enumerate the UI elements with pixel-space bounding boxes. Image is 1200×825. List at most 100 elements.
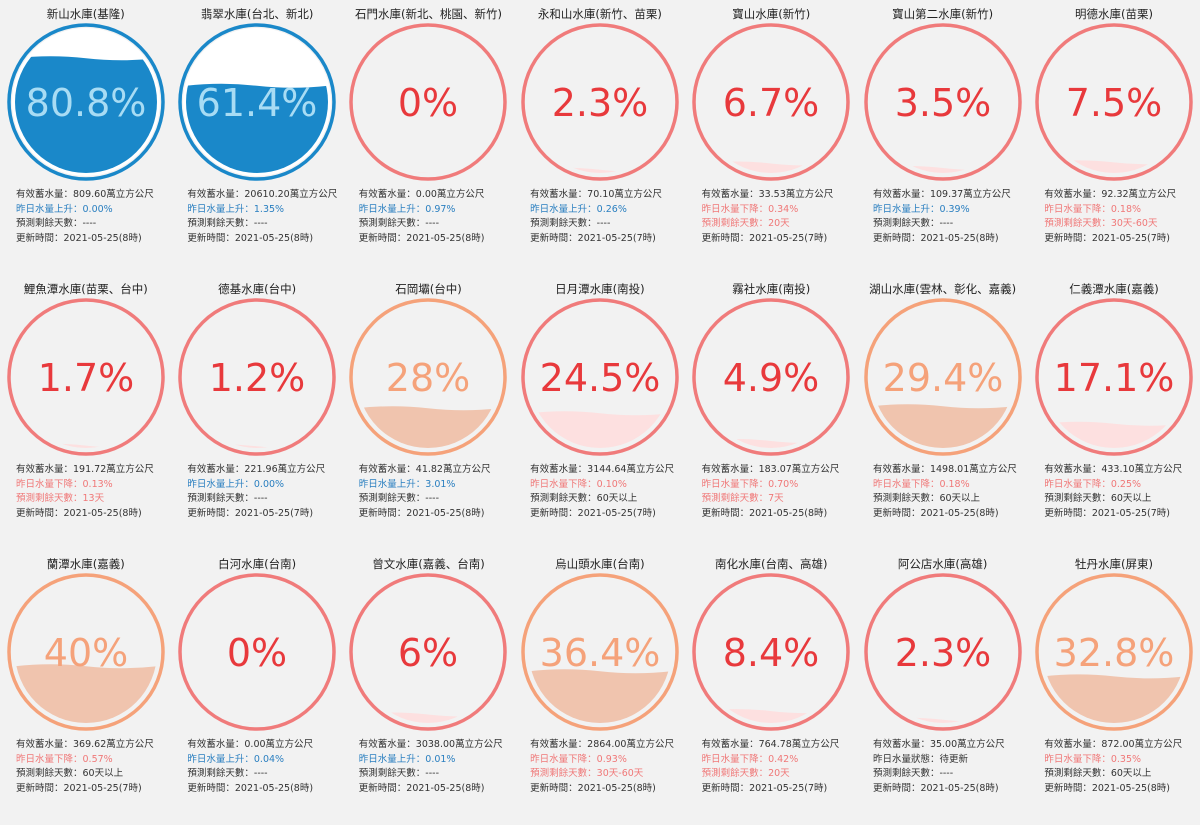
info-line: 有效蓄水量：70.10萬立方公尺 <box>530 189 662 200</box>
water-level <box>871 717 1014 723</box>
info-line: 預測剩餘天數：---- <box>530 218 611 229</box>
gauge-ring <box>863 298 1022 456</box>
level-label: 6.7% <box>723 81 820 125</box>
info-line: 預測剩餘天數：20天 <box>701 218 790 229</box>
reservoir-info: 有效蓄水量：3038.00萬立方公尺 昨日水量上升：0.01% 預測剩餘天數：---… <box>343 738 509 796</box>
gauge: 2.3% <box>863 573 1022 731</box>
reservoir-name: 永和山水庫(新竹、苗栗) <box>537 7 662 21</box>
level-label: 4.9% <box>723 356 820 400</box>
level-label: 24.5% <box>540 356 661 400</box>
gauge: 28% <box>349 298 508 456</box>
level-label: 3.5% <box>894 81 991 125</box>
reservoir-info: 有效蓄水量：809.60萬立方公尺 昨日水量上升：0.00% 預測剩餘天數：----… <box>0 188 166 246</box>
reservoir-info: 有效蓄水量：221.96萬立方公尺 昨日水量上升：0.00% 預測剩餘天數：----… <box>171 463 337 521</box>
info-line: 有效蓄水量：183.07萬立方公尺 <box>701 464 840 475</box>
info-line: 有效蓄水量：1498.01萬立方公尺 <box>872 464 1017 475</box>
reservoir-card: 湖山水庫(雲林、彰化、嘉義) 29.4% 有效蓄水量：1498.01萬立方公尺 昨日水… <box>857 275 1028 550</box>
info-line: 有效蓄水量：33.53萬立方公尺 <box>701 189 834 200</box>
reservoir-name: 南化水庫(台南、高雄) <box>715 557 828 571</box>
reservoir-info: 有效蓄水量：92.32萬立方公尺 昨日水量下降：0.18% 預測剩餘天數：30天-6… <box>1028 188 1194 246</box>
gauge-ring <box>521 298 679 456</box>
reservoir-info: 有效蓄水量：433.10萬立方公尺 昨日水量下降：0.25% 預測剩餘天數：60天以… <box>1028 463 1194 521</box>
reservoir-card: 牡丹水庫(屏東) 32.8% 有效蓄水量：872.00萬立方公尺 昨日水量下降：0.3… <box>1028 550 1199 825</box>
info-line: 有效蓄水量：35.00萬立方公尺 <box>872 739 1005 750</box>
reservoir-name: 明德水庫(苗栗) <box>1075 7 1154 21</box>
reservoir-info: 有效蓄水量：2864.00萬立方公尺 昨日水量下降：0.93% 預測剩餘天數：30天… <box>514 738 680 796</box>
info-line: 昨日水量上升：0.97% <box>358 203 456 215</box>
reservoir-name: 新山水庫(基隆) <box>46 7 125 21</box>
gauge-ring <box>6 23 165 181</box>
info-line: 有效蓄水量：433.10萬立方公尺 <box>1044 464 1183 475</box>
level-label: 36.4% <box>540 631 661 675</box>
info-line: 有效蓄水量：191.72萬立方公尺 <box>16 464 154 475</box>
info-line: 更新時間：2021-05-25(8時) <box>358 232 485 244</box>
level-label: 8.4% <box>723 631 820 675</box>
reservoir-card: 寶山第二水庫(新竹) 3.5% 有效蓄水量：109.37萬立方公尺 昨日水量上升：0.… <box>857 0 1028 275</box>
reservoir-card: 霧社水庫(南投) 4.9% 有效蓄水量：183.07萬立方公尺 昨日水量下降：0.70… <box>686 275 857 550</box>
info-line: 更新時間：2021-05-25(7時) <box>187 507 314 519</box>
info-line: 更新時間：2021-05-25(8時) <box>530 782 656 794</box>
info-line: 更新時間：2021-05-25(7時) <box>16 782 142 794</box>
gauge-ring <box>349 573 508 731</box>
info-line: 更新時間：2021-05-25(8時) <box>187 232 314 244</box>
info-line: 預測剩餘天數：7天 <box>701 493 784 504</box>
water-level <box>14 56 157 173</box>
info-line: 有效蓄水量：369.62萬立方公尺 <box>16 739 154 750</box>
reservoir-card: 石岡壩(台中) 28% 有效蓄水量：41.82萬立方公尺 昨日水量上升：3.01% 預測… <box>343 275 514 550</box>
reservoir-name: 阿公店水庫(高雄) <box>897 557 988 571</box>
reservoir-card: 日月潭水庫(南投) 24.5% 有效蓄水量：3144.64萬立方公尺 昨日水量下降：0… <box>514 275 685 550</box>
info-line: 有效蓄水量：41.82萬立方公尺 <box>358 464 491 475</box>
gauge-ring <box>863 573 1022 731</box>
info-line: 昨日水量下降：0.42% <box>701 753 799 765</box>
gauge: 29.4% <box>863 298 1022 456</box>
reservoir-name: 曾文水庫(嘉義、台南) <box>372 557 485 571</box>
info-line: 更新時間：2021-05-25(8時) <box>872 782 999 794</box>
info-line: 有效蓄水量：0.00萬立方公尺 <box>358 189 485 200</box>
water-level <box>700 161 843 173</box>
info-line: 昨日水量上升：0.00% <box>187 478 285 490</box>
reservoir-name: 白河水庫(台南) <box>218 557 297 571</box>
reservoir-name: 寶山第二水庫(新竹) <box>892 7 994 21</box>
reservoir-name: 鯉魚潭水庫(苗栗、台中) <box>23 282 148 296</box>
reservoir-info: 有效蓄水量：191.72萬立方公尺 昨日水量下降：0.13% 預測剩餘天數：13天更… <box>0 463 166 521</box>
reservoir-info: 有效蓄水量：183.07萬立方公尺 昨日水量下降：0.70% 預測剩餘天數：7天 更新… <box>686 463 852 521</box>
level-label: 7.5% <box>1066 81 1163 125</box>
info-line: 昨日水量下降：0.34% <box>701 203 799 215</box>
reservoir-info: 有效蓄水量：109.37萬立方公尺 昨日水量上升：0.39% 預測剩餘天數：----… <box>857 188 1023 246</box>
info-line: 更新時間：2021-05-25(8時) <box>16 507 142 519</box>
gauge: 0% <box>349 23 508 181</box>
info-line: 預測剩餘天數：60天以上 <box>1044 493 1152 504</box>
info-line: 更新時間：2021-05-25(8時) <box>701 507 828 519</box>
info-line: 昨日水量上升：1.35% <box>187 203 285 215</box>
info-line: 有效蓄水量：872.00萬立方公尺 <box>1044 739 1183 750</box>
level-label: 17.1% <box>1054 356 1175 400</box>
gauge: 80.8% <box>6 23 165 181</box>
info-line: 預測剩餘天數：30天-60天 <box>1044 218 1158 229</box>
gauge: 6.7% <box>692 23 850 181</box>
info-line: 有效蓄水量：3038.00萬立方公尺 <box>358 739 503 750</box>
gauge-ring <box>1035 573 1193 731</box>
reservoir-name: 牡丹水庫(屏東) <box>1075 557 1154 571</box>
info-line: 預測剩餘天數：60天以上 <box>16 768 124 779</box>
reservoir-card: 翡翠水庫(台北、新北) 61.4% 有效蓄水量：20610.20萬立方公尺 昨日水量上… <box>171 0 342 275</box>
reservoir-card: 烏山頭水庫(台南) 36.4% 有效蓄水量：2864.00萬立方公尺 昨日水量下降：0… <box>514 550 685 825</box>
water-level <box>357 712 500 723</box>
reservoir-info: 有效蓄水量：3144.64萬立方公尺 昨日水量下降：0.10% 預測剩餘天數：60天… <box>514 463 680 521</box>
info-line: 更新時間：2021-05-25(8時) <box>1044 782 1171 794</box>
gauge-ring <box>6 298 165 456</box>
info-line: 昨日水量下降：0.13% <box>16 478 113 490</box>
level-label: 61.4% <box>197 81 318 125</box>
info-line: 預測剩餘天數：60天以上 <box>530 493 638 504</box>
water-level <box>186 444 329 448</box>
reservoir-info: 有效蓄水量：20610.20萬立方公尺 昨日水量上升：1.35% 預測剩餘天數：--… <box>171 188 337 246</box>
info-line: 昨日水量下降：0.18% <box>872 478 970 490</box>
reservoir-info: 有效蓄水量：35.00萬立方公尺 昨日水量狀態：待更新 預測剩餘天數：---- 更新時… <box>857 738 1023 796</box>
info-line: 昨日水量下降：0.18% <box>1044 203 1142 215</box>
level-label: 1.7% <box>37 356 134 400</box>
info-line: 昨日水量下降：0.10% <box>530 478 627 490</box>
reservoir-card: 南化水庫(台南、高雄) 8.4% 有效蓄水量：764.78萬立方公尺 昨日水量下降：0… <box>686 550 857 825</box>
reservoir-info: 有效蓄水量：872.00萬立方公尺 昨日水量下降：0.35% 預測剩餘天數：60天以… <box>1028 738 1194 796</box>
info-line: 預測剩餘天數：---- <box>872 768 954 779</box>
level-label: 2.3% <box>894 631 991 675</box>
